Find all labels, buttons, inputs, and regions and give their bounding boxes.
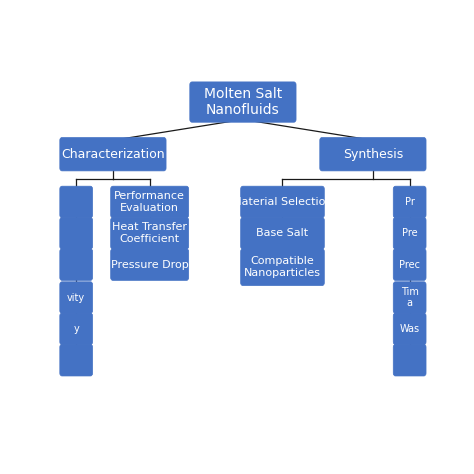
FancyBboxPatch shape xyxy=(60,186,92,218)
FancyBboxPatch shape xyxy=(110,186,189,218)
FancyBboxPatch shape xyxy=(110,218,189,249)
FancyBboxPatch shape xyxy=(110,249,189,281)
Text: vity: vity xyxy=(67,292,85,302)
FancyBboxPatch shape xyxy=(393,186,426,218)
Text: y: y xyxy=(73,324,79,334)
Text: Material Selection: Material Selection xyxy=(232,197,333,207)
FancyBboxPatch shape xyxy=(190,82,296,122)
Text: Base Salt: Base Salt xyxy=(256,228,309,238)
Text: Heat Transfer
Coefficient: Heat Transfer Coefficient xyxy=(112,222,187,244)
FancyBboxPatch shape xyxy=(393,249,426,281)
Text: Characterization: Characterization xyxy=(61,148,165,161)
Text: Synthesis: Synthesis xyxy=(343,148,403,161)
Text: Tim
a: Tim a xyxy=(401,287,419,309)
FancyBboxPatch shape xyxy=(241,218,324,249)
Text: Was: Was xyxy=(400,324,419,334)
FancyBboxPatch shape xyxy=(60,137,166,171)
FancyBboxPatch shape xyxy=(60,249,92,281)
FancyBboxPatch shape xyxy=(320,137,426,171)
Text: Prec: Prec xyxy=(399,260,420,270)
FancyBboxPatch shape xyxy=(60,313,92,345)
FancyBboxPatch shape xyxy=(60,282,92,313)
FancyBboxPatch shape xyxy=(60,218,92,249)
Text: Performance
Evaluation: Performance Evaluation xyxy=(114,191,185,213)
Text: Pressure Drop: Pressure Drop xyxy=(111,260,189,270)
FancyBboxPatch shape xyxy=(60,344,92,376)
FancyBboxPatch shape xyxy=(241,186,324,218)
Text: Pr: Pr xyxy=(405,197,415,207)
FancyBboxPatch shape xyxy=(393,218,426,249)
Text: Molten Salt
Nanofluids: Molten Salt Nanofluids xyxy=(204,87,282,117)
FancyBboxPatch shape xyxy=(393,344,426,376)
FancyBboxPatch shape xyxy=(393,282,426,313)
FancyBboxPatch shape xyxy=(393,313,426,345)
FancyBboxPatch shape xyxy=(241,249,324,286)
Text: Compatible
Nanoparticles: Compatible Nanoparticles xyxy=(244,256,321,278)
Text: Pre: Pre xyxy=(402,228,418,238)
